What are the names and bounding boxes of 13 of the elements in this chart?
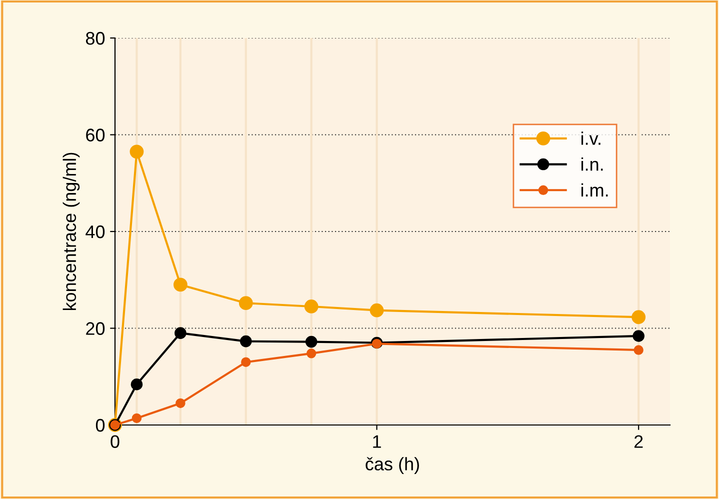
y-tick-label: 20 <box>86 322 105 335</box>
x-tick-label: 1 <box>373 435 381 448</box>
legend-label: i.n. <box>581 158 603 171</box>
legend-label: i.m. <box>581 183 608 196</box>
x-tick-label: 2 <box>634 435 643 448</box>
x-axis-title: čas (h) <box>366 457 419 474</box>
y-tick-label: 0 <box>96 418 105 432</box>
y-axis-title: koncentrace (ng/ml) <box>62 152 80 310</box>
y-tick-label: 80 <box>86 32 105 45</box>
legend-label: i.v. <box>581 132 600 145</box>
y-tick-label: 60 <box>86 128 105 142</box>
x-tick-label: 0 <box>110 435 120 448</box>
y-tick-label: 40 <box>86 225 105 238</box>
